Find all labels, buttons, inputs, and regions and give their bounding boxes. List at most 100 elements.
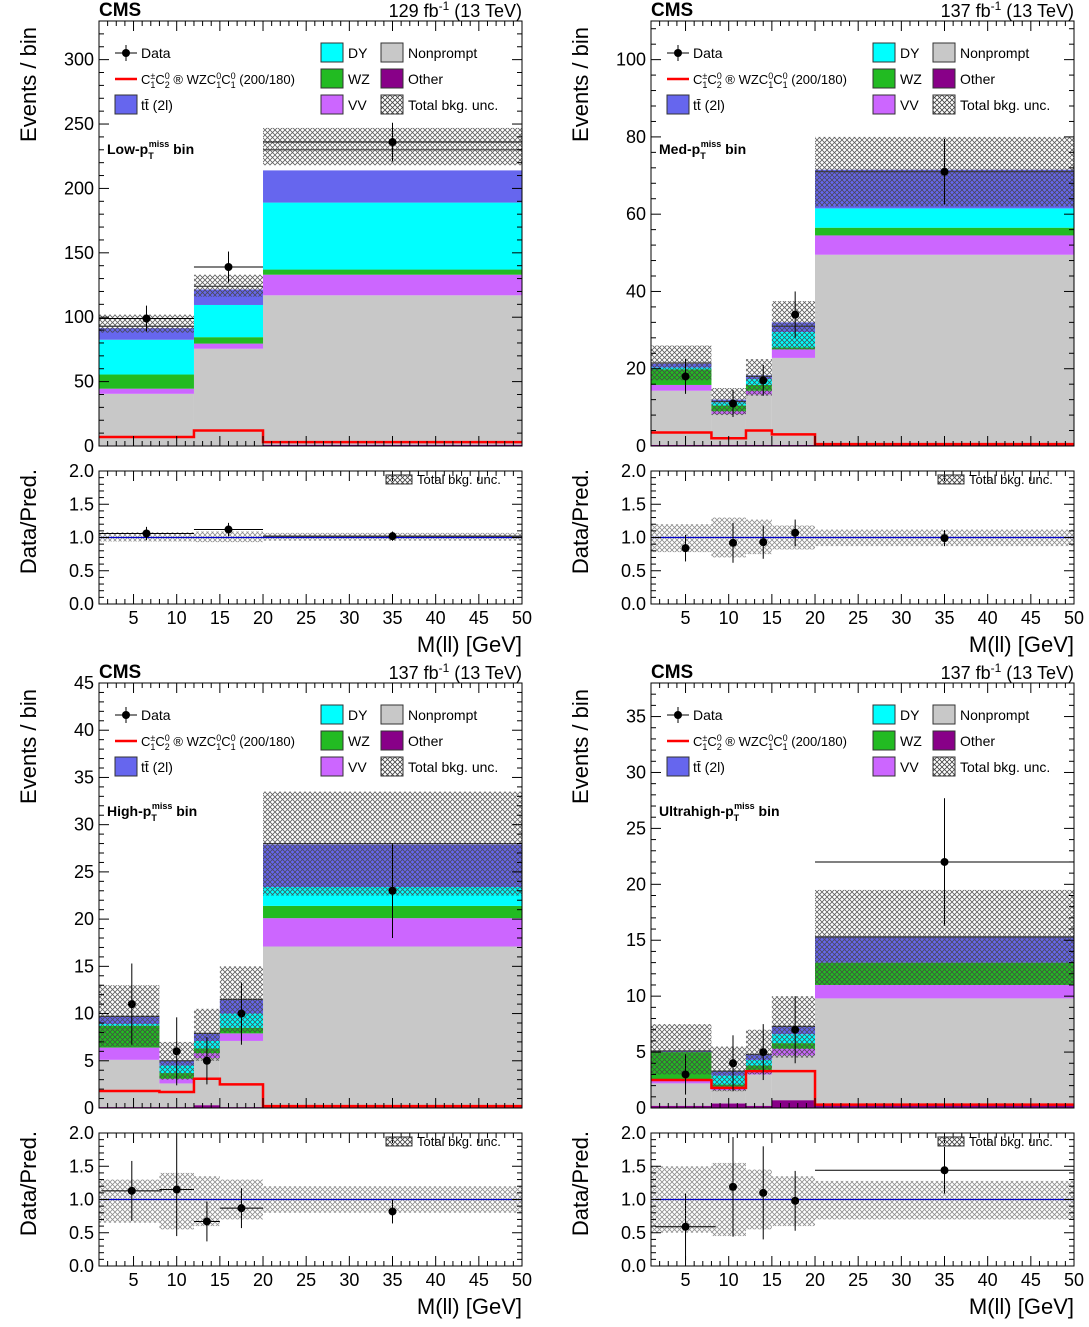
ratio-point — [759, 1188, 768, 1197]
xtick-label: 15 — [762, 1270, 782, 1290]
legend-signal-part: C — [693, 734, 702, 749]
legend-signal-sup: ± — [150, 733, 155, 743]
region-label: Low-pTmiss bin — [107, 139, 194, 161]
lumi-sup: -1 — [991, 661, 1002, 675]
legend-wz-swatch — [320, 730, 344, 751]
legend-other-label: Other — [408, 71, 443, 87]
main-frame — [650, 20, 1075, 447]
legend-data-marker — [122, 49, 130, 57]
stack-nonprompt-bin-0 — [99, 1059, 160, 1108]
ytick-label: 40 — [74, 720, 94, 740]
ratio-point — [729, 538, 738, 547]
region-sub: T — [148, 151, 154, 161]
legend-nonprompt-swatch — [932, 704, 956, 725]
ratio-legend-swatch — [385, 1136, 413, 1147]
legend-signal-part: C — [221, 72, 230, 87]
ytick-label: 5 — [84, 1051, 94, 1071]
legend-other-swatch — [932, 730, 956, 751]
legend-signal-part: C — [707, 72, 716, 87]
legend-signal-sub: 2 — [717, 80, 722, 90]
legend-signal-sup: 0 — [165, 71, 170, 81]
legend-ttbar-label: tt̄ (2l) — [693, 97, 725, 113]
xtick-label: 50 — [512, 1270, 532, 1290]
ytick-label: 40 — [626, 281, 646, 301]
ytick-label: 50 — [74, 372, 94, 392]
xtick-label: 15 — [210, 608, 230, 628]
unc-band-bin-0 — [651, 345, 712, 381]
ytick-label: 30 — [74, 815, 94, 835]
ratio-point — [237, 1204, 246, 1213]
ytick-label: 15 — [74, 956, 94, 976]
stack-nonprompt-bin-1 — [159, 1083, 194, 1108]
cms-label: CMS — [651, 662, 693, 683]
unc-band-bin-1 — [711, 388, 746, 416]
lumi-label: 137 fb-1 (13 TeV) — [389, 661, 522, 683]
ratio-band-bin-0 — [651, 524, 712, 553]
ytick-label: 60 — [626, 204, 646, 224]
legend-signal-part: (200/180) — [788, 734, 847, 749]
legend-ttbar-label: tt̄ (2l) — [141, 97, 173, 113]
legend-other-label: Other — [408, 733, 443, 749]
region-suffix: bin — [721, 141, 746, 157]
stack-nonprompt-bin-2 — [745, 394, 772, 445]
xlabel: M(ll) [GeV] — [417, 1294, 522, 1319]
xtick-label: 40 — [426, 608, 446, 628]
xtick-label: 15 — [762, 608, 782, 628]
stack-vv-bin-4 — [815, 984, 1074, 999]
stack-nonprompt-bin-2 — [263, 295, 522, 445]
stack-other-bin-2 — [745, 1105, 772, 1108]
ratio-point — [388, 532, 397, 541]
legend-signal-part: ® WZC — [722, 72, 768, 87]
legend-dy-swatch — [872, 42, 896, 63]
stack-nonprompt-bin-0 — [651, 1083, 712, 1106]
legend-nonprompt-swatch — [932, 42, 956, 63]
lumi-value: 137 fb — [941, 1, 991, 21]
xtick-label: 5 — [681, 1270, 691, 1290]
legend-signal-sub: 1 — [150, 80, 155, 90]
legend-wz-swatch — [872, 68, 896, 89]
legend-ttbar-label: tt̄ (2l) — [693, 759, 725, 775]
unc-band-bin-2 — [745, 359, 772, 396]
legend-vv-swatch — [320, 756, 344, 777]
ratio-ytick-label: 1.5 — [69, 494, 94, 514]
unc-band-bin-3 — [771, 301, 816, 350]
ratio-point — [759, 538, 768, 547]
ratio-ytick-label: 1.5 — [621, 1156, 646, 1176]
ratio-ytick-label: 0.0 — [621, 1256, 646, 1276]
region-suffix: bin — [169, 141, 194, 157]
data-point — [759, 1048, 768, 1057]
ytick-label: 0 — [636, 1098, 646, 1118]
legend-signal-part: C — [773, 72, 782, 87]
xtick-label: 25 — [848, 608, 868, 628]
xtick-label: 10 — [167, 608, 187, 628]
ratio-ytick-label: 0.5 — [621, 1223, 646, 1243]
legend-signal-sup: 0 — [783, 733, 788, 743]
stack-dy-bin-4 — [815, 208, 1074, 228]
legend-signal-sup: ± — [702, 733, 707, 743]
legend-other-swatch — [380, 68, 404, 89]
stack-other-bin-2 — [745, 444, 772, 446]
legend-dy-label: DY — [900, 45, 920, 61]
ratio-legend-swatch — [385, 474, 413, 485]
ratio-ytick-label: 1.5 — [621, 494, 646, 514]
xtick-label: 30 — [891, 1270, 911, 1290]
ytick-label: 45 — [74, 673, 94, 693]
xtick-label: 30 — [891, 608, 911, 628]
ratio-ytick-label: 0.0 — [69, 1256, 94, 1276]
ratio-ytick-label: 1.0 — [621, 528, 646, 548]
legend-signal-label: C± 1C0 2 ® WZC0 1C0 1 (200/180) — [141, 733, 295, 752]
legend-signal-sup: ± — [702, 71, 707, 81]
legend-nonprompt-swatch — [380, 704, 404, 725]
unc-band-bin-2 — [745, 1029, 772, 1075]
legend-signal-sub: 1 — [768, 80, 773, 90]
legend-signal-part: C — [773, 734, 782, 749]
ytick-label: 0 — [84, 436, 94, 456]
stack-nonprompt-bin-4 — [815, 998, 1074, 1105]
stack-dy-bin-1 — [193, 304, 264, 338]
legend-signal-part: C — [693, 72, 702, 87]
legend-ttbar-swatch — [666, 756, 690, 777]
legend-vv-label: VV — [348, 97, 367, 113]
xtick-label: 30 — [339, 1270, 359, 1290]
